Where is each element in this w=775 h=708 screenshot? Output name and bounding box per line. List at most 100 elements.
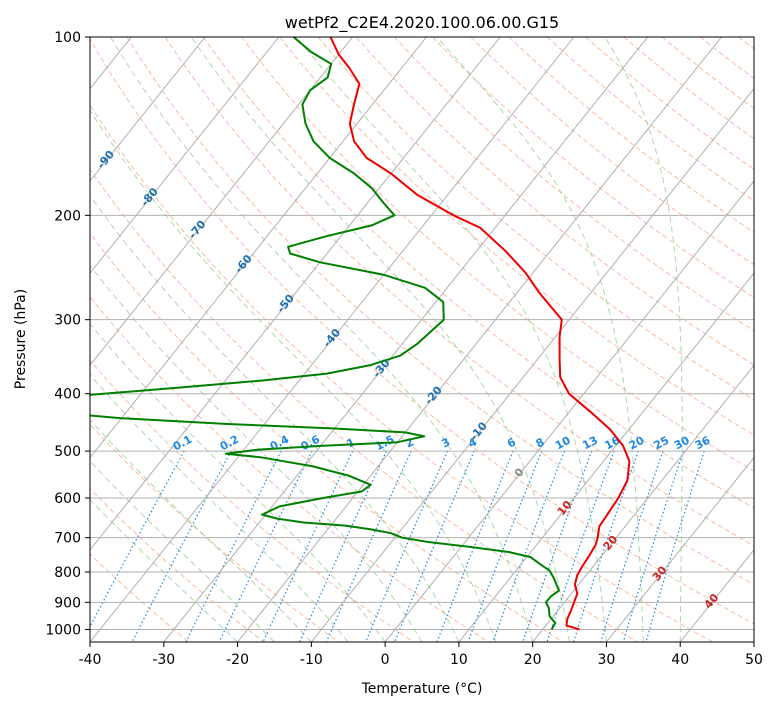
- isotherm-gridline: [90, 37, 280, 274]
- mixing-ratio-line: [467, 450, 543, 642]
- isotherm-gridline: [90, 37, 427, 459]
- mixing-ratio-label: 10: [553, 434, 573, 453]
- y-tick-label: 300: [54, 313, 81, 329]
- data-series: [90, 37, 631, 631]
- mixing-ratio-line: [185, 450, 282, 642]
- y-tick-label: 700: [54, 531, 81, 547]
- x-tick-label: -10: [300, 652, 323, 668]
- x-tick-label: 50: [745, 652, 763, 668]
- x-axis-label: Temperature (°C): [361, 681, 483, 697]
- moist-adiabats: [90, 37, 683, 642]
- isotherm-gridline: [90, 37, 354, 367]
- mixing-ratio-line: [299, 450, 388, 642]
- mixing-ratio-lines: [90, 450, 705, 642]
- mixing-ratio-line: [218, 450, 313, 642]
- isotherm-gridline: [606, 456, 754, 642]
- mixing-ratio-label: 20: [627, 434, 647, 453]
- mixing-ratio-label: 0.6: [299, 433, 323, 454]
- moist-adiabat: [90, 264, 423, 642]
- moist-adiabat: [90, 323, 386, 642]
- dry-adiabat: [90, 232, 564, 642]
- dry-adiabat: [585, 37, 754, 171]
- dry-adiabat: [432, 37, 754, 299]
- x-tick-label: -20: [226, 652, 249, 668]
- mixing-ratio-label: 0.1: [171, 433, 194, 454]
- skewed-isotherms: [90, 37, 754, 642]
- y-axis: 100 200 300 400 500 600 700 800 900 1000: [45, 30, 90, 638]
- x-tick-label: 30: [598, 652, 616, 668]
- x-tick-label: 10: [450, 652, 468, 668]
- mixing-ratio-line: [572, 450, 639, 642]
- dry-adiabat: [90, 168, 639, 642]
- plot-frame: [89, 36, 755, 643]
- mixing-ratio-label: 0.2: [218, 433, 241, 454]
- mixing-ratio-label: 16: [603, 434, 623, 453]
- moist-adiabat: [190, 37, 571, 642]
- mixing-ratio-line: [365, 450, 449, 642]
- temperature-profile-line: [329, 37, 631, 631]
- dry-adiabat: [90, 38, 754, 625]
- dry-adiabat: [394, 37, 754, 332]
- isotherm-gridline: [90, 37, 501, 551]
- mixing-ratio-line: [522, 450, 593, 642]
- isotherm-gridline: [163, 37, 649, 642]
- dry-adiabat: [699, 37, 754, 80]
- dry-adiabat: [355, 37, 754, 366]
- mixing-ratio-line: [394, 450, 475, 642]
- y-tick-label: 400: [54, 387, 81, 403]
- isotherm-gridline: [90, 37, 206, 182]
- mixing-ratio-line: [600, 450, 664, 642]
- isotherm-gridline: [458, 272, 754, 642]
- x-axis: -40 -30 -20 -10 0 10 20 30 40 50: [79, 642, 763, 668]
- isotherm-gridline: [753, 641, 754, 642]
- isotherm-gridline: [384, 180, 754, 642]
- dry-adiabat: [202, 37, 754, 509]
- dry-adiabat: [317, 37, 754, 401]
- x-tick-label: 40: [671, 652, 689, 668]
- y-tick-label: 1000: [45, 622, 81, 638]
- isotherm-gridline: [679, 548, 754, 642]
- moist-adiabat: [90, 419, 312, 642]
- y-tick-label: 600: [54, 491, 81, 507]
- dry-adiabat: [738, 37, 754, 50]
- y-tick-label: 100: [54, 30, 81, 46]
- dry-adiabat: [508, 37, 754, 234]
- mixing-ratio-label: 1: [345, 435, 358, 450]
- isotherm-gridline: [237, 37, 722, 642]
- mixing-ratio-line: [90, 450, 185, 628]
- moist-adiabat: [90, 109, 497, 642]
- dry-adiabat: [126, 37, 754, 586]
- plot-area: 0.1 0.2 0.4 0.6 1 1.5 2 3 4 6 8 10 13 16 20 25 30 36-100-…: [90, 37, 754, 642]
- mixing-ratio-line: [622, 450, 685, 642]
- mixing-ratio-label: 25: [652, 434, 672, 453]
- chart-title: wetPf2_C2E4.2020.100.06.00.G15: [285, 13, 559, 33]
- dry-adiabat: [623, 37, 754, 140]
- isotherm-gridline: [90, 37, 575, 642]
- dry-adiabat: [164, 37, 754, 547]
- grid-lines: [90, 37, 754, 630]
- x-tick-label: 0: [381, 652, 390, 668]
- dry-adiabat: [90, 296, 489, 642]
- mixing-ratio-label: 36: [693, 434, 713, 453]
- moist-adiabat: [110, 37, 534, 642]
- mixing-ratio-line: [645, 450, 705, 642]
- mixing-ratio-label: 30: [672, 434, 692, 453]
- moist-adiabat: [90, 498, 238, 642]
- moist-adiabat: [296, 37, 607, 642]
- dry-adiabat: [90, 104, 713, 642]
- y-tick-label: 900: [54, 595, 81, 611]
- y-axis-label: Pressure (hPa): [13, 289, 29, 389]
- moist-adiabat: [90, 373, 349, 642]
- x-tick-label: -30: [152, 652, 175, 668]
- dry-adiabat: [90, 423, 339, 642]
- x-tick-label: 20: [524, 652, 542, 668]
- x-tick-label: -40: [79, 652, 102, 668]
- dry-adiabat: [546, 37, 754, 202]
- moist-adiabat: [604, 37, 683, 642]
- mixing-ratio-line: [325, 450, 412, 642]
- mixing-ratio-line: [262, 450, 354, 642]
- y-tick-label: 500: [54, 444, 81, 460]
- dry-adiabats: [90, 37, 754, 642]
- mixing-ratio-label: 0.4: [268, 433, 292, 454]
